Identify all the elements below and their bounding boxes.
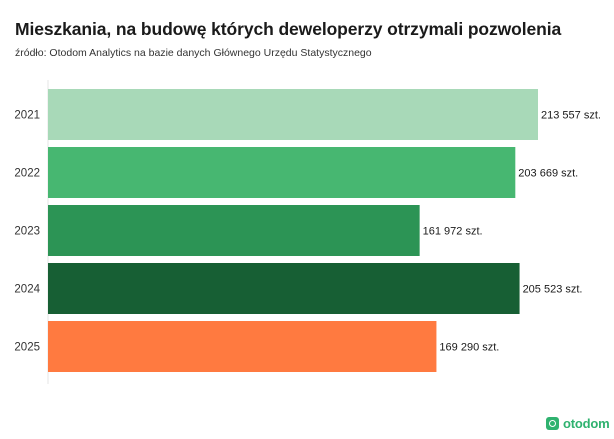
tick-label-2023: 2023	[14, 226, 40, 238]
chart-title: Mieszkania, na budowę których deweloperz…	[15, 19, 562, 39]
bar-2025	[48, 321, 437, 372]
data-label-2024: 205 523 szt.	[523, 284, 583, 296]
bar-2021	[48, 89, 538, 140]
data-label-2023: 161 972 szt.	[423, 226, 483, 238]
otodom-logo-text: otodom	[563, 416, 610, 431]
bar-2022	[48, 147, 516, 198]
otodom-logo: otodom	[546, 416, 610, 431]
data-label-2025: 169 290 szt.	[439, 342, 499, 354]
otodom-logo-icon	[546, 417, 559, 430]
chart-source: źródło: Otodom Analytics na bazie danych…	[15, 47, 372, 59]
tick-label-2025: 2025	[14, 342, 40, 354]
tick-label-2024: 2024	[14, 284, 40, 296]
bar-2024	[48, 263, 520, 314]
tick-label-2022: 2022	[14, 168, 40, 180]
data-label-2021: 213 557 szt.	[541, 110, 601, 122]
data-label-2022: 203 669 szt.	[518, 168, 578, 180]
bar-2023	[48, 205, 420, 256]
tick-label-2021: 2021	[14, 110, 40, 122]
